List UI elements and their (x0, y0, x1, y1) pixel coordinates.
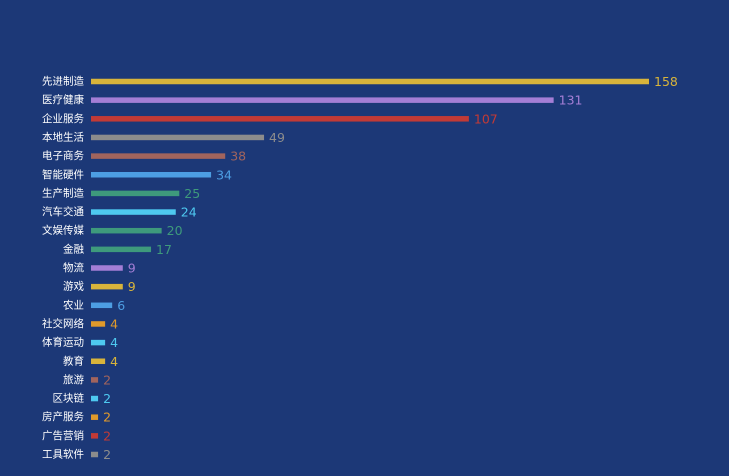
bar-row: 农业 6 (63, 298, 125, 313)
category-label: 广告营销 (42, 429, 84, 442)
value-label: 20 (167, 223, 183, 238)
bar (91, 209, 176, 215)
value-label: 158 (654, 74, 678, 89)
category-label: 农业 (63, 298, 84, 311)
bar-row: 教育 4 (63, 354, 118, 369)
bar (91, 153, 226, 159)
bar-row: 汽车交通 24 (42, 205, 197, 220)
bar-row: 文娱传媒 20 (42, 223, 183, 238)
value-label: 9 (128, 261, 136, 276)
bar-row: 本地生活 49 (42, 130, 285, 145)
bar (91, 172, 212, 178)
bar-row: 金融 17 (63, 242, 172, 257)
bar-row: 工具软件 2 (42, 447, 111, 462)
category-label: 游戏 (63, 280, 84, 293)
value-label: 34 (216, 167, 232, 182)
category-label: 体育运动 (42, 336, 84, 349)
bar-row: 体育运动 4 (42, 335, 118, 350)
bar-row: 游戏 9 (63, 279, 136, 294)
value-label: 2 (103, 447, 111, 462)
value-label: 6 (117, 298, 125, 313)
bar (91, 78, 649, 85)
bar-row: 企业服务 107 (42, 111, 498, 126)
bar (91, 433, 99, 439)
bar (91, 321, 106, 327)
value-label: 25 (184, 186, 200, 201)
value-label: 131 (559, 93, 583, 108)
bar-row: 电子商务 38 (42, 149, 246, 164)
bar (91, 116, 469, 122)
category-label: 智能硬件 (42, 168, 84, 181)
value-label: 2 (103, 391, 111, 406)
value-label: 38 (230, 149, 246, 164)
bar-row: 医疗健康 131 (42, 93, 583, 108)
category-label: 旅游 (63, 373, 84, 386)
category-label: 教育 (63, 354, 84, 367)
bar-row: 房产服务 2 (42, 410, 111, 425)
bar (91, 227, 162, 234)
category-label: 企业服务 (42, 112, 84, 125)
category-label: 生产制造 (42, 186, 84, 199)
value-label: 24 (181, 205, 197, 220)
bar (91, 395, 99, 402)
value-label: 49 (269, 130, 285, 145)
value-label: 9 (128, 279, 136, 294)
bar (91, 377, 99, 383)
bar (91, 283, 123, 290)
category-label: 汽车交通 (42, 205, 84, 218)
value-label: 2 (103, 428, 111, 443)
bar (91, 265, 123, 271)
value-label: 2 (103, 410, 111, 425)
bar (91, 134, 265, 141)
bar-row: 智能硬件 34 (42, 167, 232, 182)
value-label: 2 (103, 372, 111, 387)
value-label: 107 (474, 111, 498, 126)
bar-row: 生产制造 25 (42, 186, 200, 201)
value-label: 4 (110, 354, 118, 369)
category-label: 区块链 (53, 392, 85, 405)
bar (91, 190, 180, 197)
value-label: 17 (156, 242, 172, 257)
bar-row: 广告营销 2 (42, 428, 111, 443)
bar-row: 社交网络 4 (42, 316, 118, 331)
bar-row: 区块链 2 (53, 391, 112, 406)
bar (91, 451, 99, 458)
bar (91, 339, 106, 346)
category-label: 金融 (63, 242, 84, 255)
category-label: 文娱传媒 (42, 224, 84, 237)
value-label: 4 (110, 335, 118, 350)
bar (91, 246, 152, 253)
bar (91, 358, 106, 364)
category-label: 本地生活 (42, 130, 84, 143)
value-label: 4 (110, 316, 118, 331)
category-label: 物流 (63, 261, 84, 274)
bar (91, 414, 99, 420)
bar (91, 97, 554, 103)
category-label: 社交网络 (42, 317, 84, 330)
bar-row: 先进制造 158 (42, 74, 678, 89)
category-label: 房产服务 (42, 410, 84, 423)
bar-row: 旅游 2 (63, 372, 111, 387)
category-label: 医疗健康 (42, 93, 84, 106)
category-label: 工具软件 (42, 448, 84, 461)
bar (91, 302, 113, 309)
category-label: 先进制造 (42, 75, 84, 88)
category-label: 电子商务 (42, 149, 84, 162)
bar-row: 物流 9 (63, 261, 136, 276)
